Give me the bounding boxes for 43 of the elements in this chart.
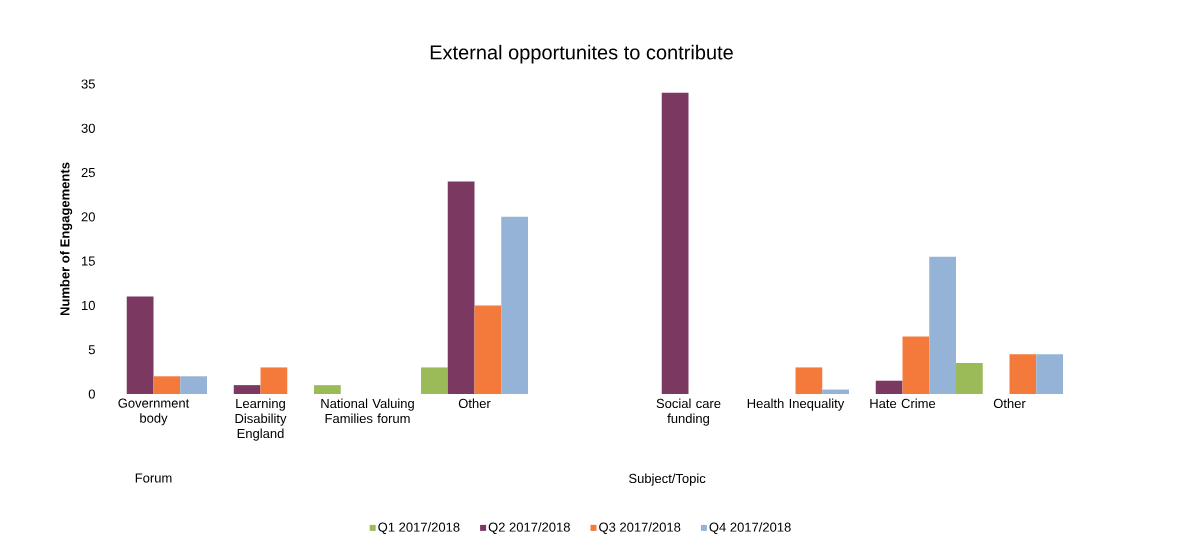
- bar: [180, 376, 207, 394]
- y-tick-label: 30: [81, 123, 95, 133]
- bar: [822, 389, 849, 394]
- text: Subject/Topic: [629, 473, 706, 486]
- text: Forum: [135, 473, 172, 483]
- y-tick-label: 0: [88, 389, 95, 399]
- legend-label: Q4 2017/2018: [709, 522, 791, 535]
- x-tick-label: National Valuing Families forum: [321, 398, 414, 424]
- bar: [875, 380, 903, 394]
- x-tick-label: Other: [993, 398, 1026, 409]
- y-axis-title: Number of Engagements: [59, 162, 73, 316]
- legend-label: Q1 2017/2018: [378, 522, 460, 535]
- bar: [233, 385, 261, 394]
- x-tick-label: Other: [458, 398, 491, 409]
- legend-label: Q2 2017/2018: [488, 522, 570, 535]
- bar: [260, 367, 288, 394]
- bar: [929, 256, 956, 394]
- chart-title: External opportunites to contribute: [430, 44, 733, 64]
- legend-label: Q3 2017/2018: [599, 522, 681, 535]
- x-tick-label: Learning Disability England: [235, 398, 287, 441]
- y-tick-label: 15: [82, 256, 95, 266]
- y-tick-label: 5: [88, 345, 95, 355]
- bar: [447, 181, 475, 394]
- x-tick-label: Social care funding: [656, 398, 721, 426]
- bar: [153, 376, 181, 394]
- y-tick-label: 35: [81, 79, 95, 89]
- bar: [421, 367, 448, 394]
- y-tick-label: 20: [81, 212, 95, 222]
- bar: [902, 336, 930, 394]
- x-tick-label: Health Inequality: [747, 398, 845, 411]
- x-tick-label: Government body: [118, 398, 190, 426]
- bar: [956, 363, 983, 394]
- bar: [314, 385, 341, 394]
- bar: [1009, 354, 1037, 394]
- bar: [126, 296, 154, 394]
- x-tick-label: Hate Crime: [870, 398, 936, 409]
- bar: [661, 92, 689, 394]
- y-tick-label: 10: [82, 300, 95, 311]
- bar: [1036, 354, 1063, 394]
- bar: [795, 367, 823, 394]
- bar: [474, 305, 502, 394]
- bar: [501, 216, 528, 394]
- y-tick-label: 25: [81, 167, 95, 178]
